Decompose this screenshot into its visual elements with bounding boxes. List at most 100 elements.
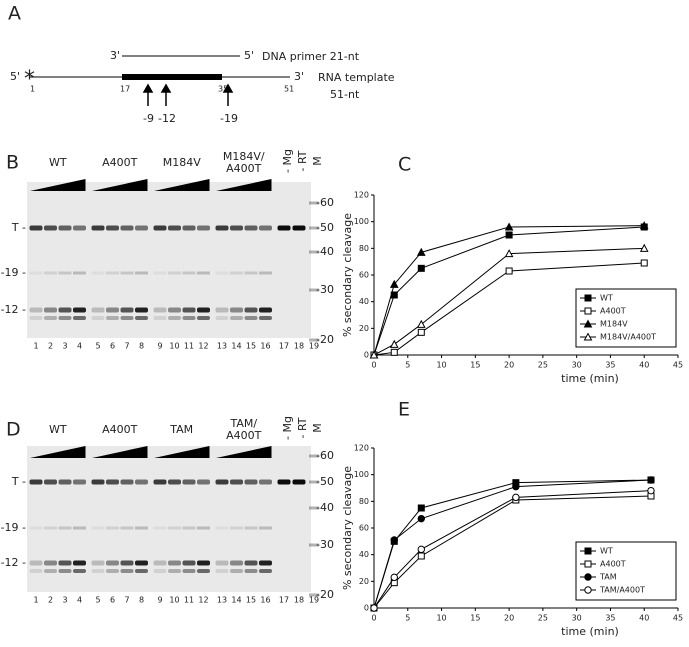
band bbox=[182, 526, 196, 530]
x-tick-label: 0 bbox=[371, 614, 376, 623]
band bbox=[106, 271, 119, 275]
legend-label: M184V bbox=[600, 320, 628, 329]
band bbox=[309, 593, 319, 597]
y-tick-label: 60 bbox=[359, 271, 369, 280]
point bbox=[647, 476, 655, 484]
band bbox=[244, 479, 258, 485]
y-tick-label: 80 bbox=[359, 497, 369, 506]
point bbox=[417, 328, 425, 336]
band bbox=[309, 480, 319, 484]
band bbox=[153, 316, 167, 320]
point bbox=[504, 222, 514, 231]
band bbox=[120, 479, 134, 485]
band bbox=[259, 569, 272, 573]
band bbox=[29, 271, 43, 275]
x-tick-label: 0 bbox=[371, 361, 376, 370]
size-marker: -50 bbox=[316, 475, 334, 488]
row-label: T - bbox=[11, 221, 26, 234]
band bbox=[58, 479, 72, 485]
band bbox=[29, 316, 43, 320]
band bbox=[309, 454, 319, 458]
point bbox=[505, 231, 513, 239]
band bbox=[73, 316, 86, 320]
band bbox=[153, 479, 167, 485]
band bbox=[277, 225, 291, 231]
band bbox=[244, 560, 258, 566]
band bbox=[120, 560, 134, 566]
group-label: A400T bbox=[102, 423, 138, 436]
legend-marker bbox=[584, 573, 592, 581]
band bbox=[259, 225, 272, 231]
band bbox=[197, 569, 210, 573]
lane-number: 1 bbox=[33, 596, 38, 605]
band bbox=[153, 569, 167, 573]
point bbox=[512, 482, 520, 491]
y-axis-label: % secondary cleavage bbox=[341, 466, 354, 590]
x-tick-label: 40 bbox=[639, 361, 649, 370]
band bbox=[168, 225, 181, 231]
band bbox=[120, 316, 134, 320]
band bbox=[182, 569, 196, 573]
point bbox=[417, 545, 425, 554]
band bbox=[182, 560, 196, 566]
control-label: - Mg bbox=[281, 149, 294, 173]
lane-number: 5 bbox=[95, 342, 100, 351]
group-label: A400T bbox=[102, 156, 138, 169]
band bbox=[230, 316, 243, 320]
band bbox=[244, 271, 258, 275]
y-tick-label: 20 bbox=[359, 324, 369, 333]
lane-number: 7 bbox=[124, 596, 129, 605]
y-tick-label: 0 bbox=[364, 351, 369, 360]
arrow-label: -12 bbox=[158, 112, 176, 125]
band bbox=[44, 271, 57, 275]
band bbox=[182, 225, 196, 231]
lane-number: 18 bbox=[294, 596, 304, 605]
lane-number: 9 bbox=[157, 342, 162, 351]
band bbox=[91, 271, 105, 275]
band bbox=[106, 307, 119, 313]
template-length: 51-nt bbox=[330, 88, 360, 101]
row-label: -12 - bbox=[1, 556, 26, 569]
band bbox=[73, 225, 86, 231]
band bbox=[215, 316, 229, 320]
band bbox=[91, 560, 105, 566]
template-end: 5' bbox=[10, 70, 20, 83]
band bbox=[120, 526, 134, 530]
point bbox=[417, 552, 425, 560]
band bbox=[73, 526, 86, 530]
control-label: M bbox=[311, 156, 324, 166]
gel bbox=[27, 182, 311, 338]
band bbox=[230, 479, 243, 485]
legend-label: TAM/A400T bbox=[599, 586, 645, 595]
band bbox=[153, 560, 167, 566]
lane-number: 17 bbox=[279, 596, 289, 605]
size-marker: -40 bbox=[316, 245, 334, 258]
y-axis-label: % secondary cleavage bbox=[341, 213, 354, 337]
band bbox=[309, 506, 319, 510]
band bbox=[44, 225, 57, 231]
legend-marker bbox=[583, 319, 593, 328]
legend-label: WT bbox=[600, 294, 613, 303]
position: 51 bbox=[284, 85, 294, 94]
band bbox=[309, 288, 319, 292]
band bbox=[58, 271, 72, 275]
legend-label: A400T bbox=[600, 307, 626, 316]
size-marker: -20 bbox=[316, 588, 334, 601]
band bbox=[153, 271, 167, 275]
band bbox=[106, 569, 119, 573]
y-tick-label: 120 bbox=[354, 191, 369, 200]
point bbox=[416, 247, 426, 256]
lane-number: 16 bbox=[260, 596, 270, 605]
band bbox=[73, 479, 86, 485]
band bbox=[244, 569, 258, 573]
size-marker: -20 bbox=[316, 333, 334, 346]
legend-label: M184V/A400T bbox=[600, 333, 656, 342]
band bbox=[58, 569, 72, 573]
point bbox=[369, 350, 379, 359]
point bbox=[416, 319, 426, 328]
row-label: -19 - bbox=[1, 266, 26, 279]
band bbox=[29, 560, 43, 566]
position: 35 bbox=[218, 85, 228, 94]
band bbox=[309, 226, 319, 230]
point bbox=[512, 493, 520, 502]
